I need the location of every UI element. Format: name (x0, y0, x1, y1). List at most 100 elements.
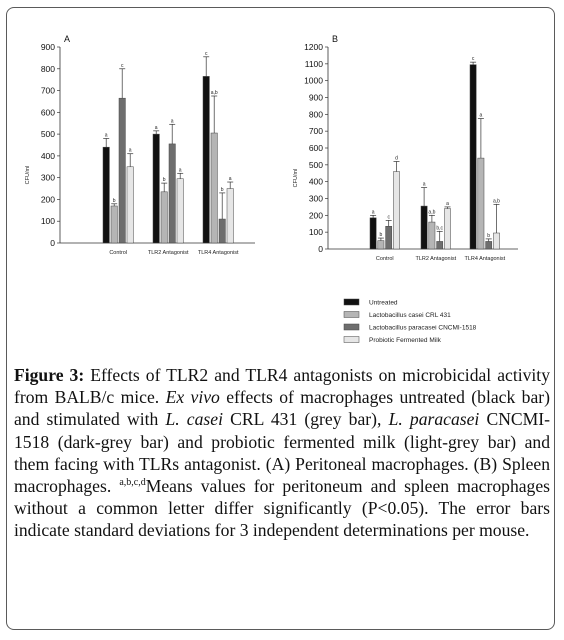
significance-letter: a,b (428, 209, 435, 215)
bar (152, 133, 160, 244)
x-tick-label: TLR2 Antagonist (148, 250, 189, 256)
bar (444, 208, 451, 250)
panel-a-chart: A0100200300400500600700800900CFU/mlabcaC… (25, 34, 255, 256)
bar (218, 218, 226, 244)
caption-l-paracasei: L. paracasei (388, 409, 480, 430)
significance-letter: c (472, 56, 475, 62)
y-axis-title: CFU/ml (25, 166, 31, 185)
significance-letter: b (221, 187, 224, 193)
x-tick-label: TLR2 Antagonist (415, 256, 456, 262)
significance-letter: c (387, 214, 390, 220)
caption-text-4: CNCMI-1518 (dark-grey bar) and probiotic… (14, 409, 551, 497)
significance-letter: b,c (436, 225, 443, 231)
y-tick-label: 900 (309, 93, 323, 103)
significance-letter: a (229, 176, 232, 182)
legend-label: Lactobacillus paracasei CNCMI-1518 (369, 325, 477, 332)
caption-text-5: Means values for peritoneum and spleen m… (14, 476, 550, 541)
legend: Untreated Lactobacillus casei CRL 431 Lact… (343, 298, 477, 344)
y-tick-label: 600 (41, 107, 55, 117)
significance-letter: b (163, 177, 166, 183)
bar (176, 178, 184, 244)
y-tick-label: 0 (318, 244, 323, 254)
bar (168, 143, 176, 244)
significance-letter: a (179, 167, 182, 173)
y-tick-label: 600 (309, 143, 323, 153)
legend-swatch (343, 311, 360, 318)
significance-letter: a (480, 113, 483, 119)
legend-swatch (343, 323, 360, 331)
bar (226, 188, 234, 244)
legend-swatch (343, 336, 360, 343)
legend-swatch (343, 298, 360, 306)
y-tick-label: 100 (309, 227, 323, 237)
bar (377, 240, 385, 250)
bar (485, 241, 493, 250)
significance-letter: a (105, 132, 108, 138)
significance-letter: a (446, 201, 449, 207)
bar (493, 232, 500, 250)
figure-caption: Figure 3: Effects of TLR2 and TLR4 antag… (14, 364, 550, 542)
panel-letter: B (332, 34, 338, 44)
y-tick-label: 300 (309, 194, 323, 204)
significance-letter: c (205, 51, 208, 57)
y-tick-label: 1000 (304, 76, 323, 86)
significance-letter: d (395, 155, 398, 161)
y-tick-label: 800 (41, 64, 55, 74)
bar (369, 217, 377, 250)
significance-letter: c (121, 63, 124, 69)
caption-text-3: CRL 431 (grey bar), (222, 409, 389, 430)
y-axis-title: CFU/ml (293, 169, 299, 188)
y-tick-label: 300 (41, 173, 55, 183)
caption-superscript: a,b,c,d (119, 477, 146, 489)
significance-letter: a (423, 182, 426, 188)
caption-label: Figure 3: (14, 365, 85, 385)
significance-letter: a (129, 148, 132, 154)
bar (420, 205, 428, 250)
y-tick-label: 200 (41, 194, 55, 204)
figure-charts: A0100200300400500600700800900CFU/mlabcaC… (25, 34, 518, 344)
x-tick-label: Control (376, 256, 394, 262)
y-tick-label: 1200 (304, 42, 323, 52)
x-tick-label: Control (109, 250, 127, 256)
bar (477, 157, 485, 250)
significance-letter: b (487, 233, 490, 239)
x-tick-label: TLR4 Antagonist (464, 256, 505, 262)
significance-letter: b (113, 198, 116, 204)
figure-frame (6, 7, 555, 630)
y-tick-label: 100 (41, 216, 55, 226)
y-tick-label: 700 (309, 126, 323, 136)
bar (210, 132, 218, 244)
caption-text-2: effects of macrophages untreated (black … (14, 387, 550, 430)
y-tick-label: 500 (309, 160, 323, 170)
panel-b-chart: B 0 100 200 300 400 500 600 700 800 900 1000 1100 120… (293, 34, 518, 262)
significance-letter: b (380, 232, 383, 238)
bar (102, 146, 110, 244)
bar (202, 76, 210, 244)
y-tick-label: 400 (309, 177, 323, 187)
bar (118, 97, 126, 244)
legend-label: Lactobacillus casei CRL 431 (369, 312, 451, 319)
bar (160, 191, 168, 244)
y-tick-label: 0 (50, 238, 55, 248)
legend-label: Untreated (369, 300, 398, 307)
bar (126, 166, 134, 244)
bar (110, 205, 118, 244)
y-tick-label: 200 (309, 210, 323, 220)
caption-l-casei: L. casei (165, 409, 223, 430)
significance-letter: a (171, 118, 174, 124)
panel-letter: A (64, 34, 70, 44)
bar (428, 221, 436, 250)
legend-label: Probiotic Fermented Milk (369, 337, 442, 344)
significance-letter: a (372, 209, 375, 215)
y-tick-label: 1100 (305, 59, 324, 69)
y-tick-label: 700 (41, 86, 55, 96)
x-tick-label: TLR4 Antagonist (198, 250, 239, 256)
caption-text-1: Effects of TLR2 and TLR4 antagonists on … (14, 365, 550, 408)
significance-letter: a,b (493, 198, 500, 204)
bar (469, 64, 477, 250)
caption-ex-vivo: Ex vivo (165, 387, 220, 408)
bar (385, 226, 393, 250)
y-tick-label: 800 (309, 109, 323, 119)
y-tick-label: 500 (41, 129, 55, 139)
y-tick-label: 900 (41, 42, 55, 52)
